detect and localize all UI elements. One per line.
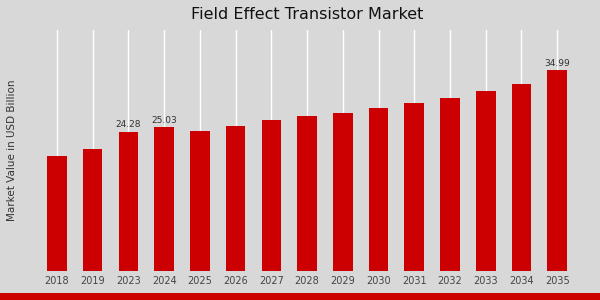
Bar bbox=[190, 131, 210, 271]
Bar bbox=[476, 92, 496, 271]
Bar bbox=[83, 149, 103, 271]
Bar bbox=[547, 70, 567, 271]
Text: 24.28: 24.28 bbox=[116, 120, 141, 129]
Bar bbox=[154, 127, 174, 271]
Text: 34.99: 34.99 bbox=[544, 59, 570, 68]
Bar bbox=[226, 126, 245, 271]
Text: 25.03: 25.03 bbox=[151, 116, 177, 125]
Bar bbox=[440, 98, 460, 271]
Bar bbox=[47, 156, 67, 271]
Bar bbox=[297, 116, 317, 271]
Bar bbox=[369, 108, 388, 271]
Bar bbox=[333, 112, 353, 271]
Y-axis label: Market Value in USD Billion: Market Value in USD Billion bbox=[7, 80, 17, 221]
Bar bbox=[262, 120, 281, 271]
Bar bbox=[404, 103, 424, 271]
Bar bbox=[119, 132, 138, 271]
Title: Field Effect Transistor Market: Field Effect Transistor Market bbox=[191, 7, 423, 22]
Bar bbox=[512, 84, 532, 271]
